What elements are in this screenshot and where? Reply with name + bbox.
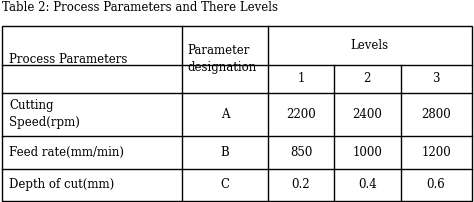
Text: 2200: 2200: [286, 108, 316, 121]
Text: 2400: 2400: [352, 108, 383, 121]
Text: 3: 3: [432, 72, 440, 85]
Text: Depth of cut(mm): Depth of cut(mm): [9, 178, 115, 191]
Text: 0.4: 0.4: [358, 178, 377, 191]
Text: 0.6: 0.6: [427, 178, 446, 191]
Text: A: A: [221, 108, 229, 121]
Text: Parameter
designation: Parameter designation: [187, 44, 256, 75]
Bar: [2, 26, 472, 201]
Text: Feed rate(mm/min): Feed rate(mm/min): [9, 146, 125, 159]
Text: 1200: 1200: [421, 146, 451, 159]
Text: Table 2: Process Parameters and There Levels: Table 2: Process Parameters and There Le…: [2, 1, 278, 14]
Text: C: C: [221, 178, 229, 191]
Text: Cutting
Speed(rpm): Cutting Speed(rpm): [9, 100, 81, 129]
Text: 2: 2: [364, 72, 371, 85]
Text: 0.2: 0.2: [292, 178, 310, 191]
Text: Levels: Levels: [351, 39, 389, 52]
Text: 1000: 1000: [352, 146, 383, 159]
Text: 1: 1: [297, 72, 305, 85]
Text: Process Parameters: Process Parameters: [9, 53, 128, 66]
Text: 850: 850: [290, 146, 312, 159]
Text: B: B: [221, 146, 229, 159]
Text: 2800: 2800: [421, 108, 451, 121]
